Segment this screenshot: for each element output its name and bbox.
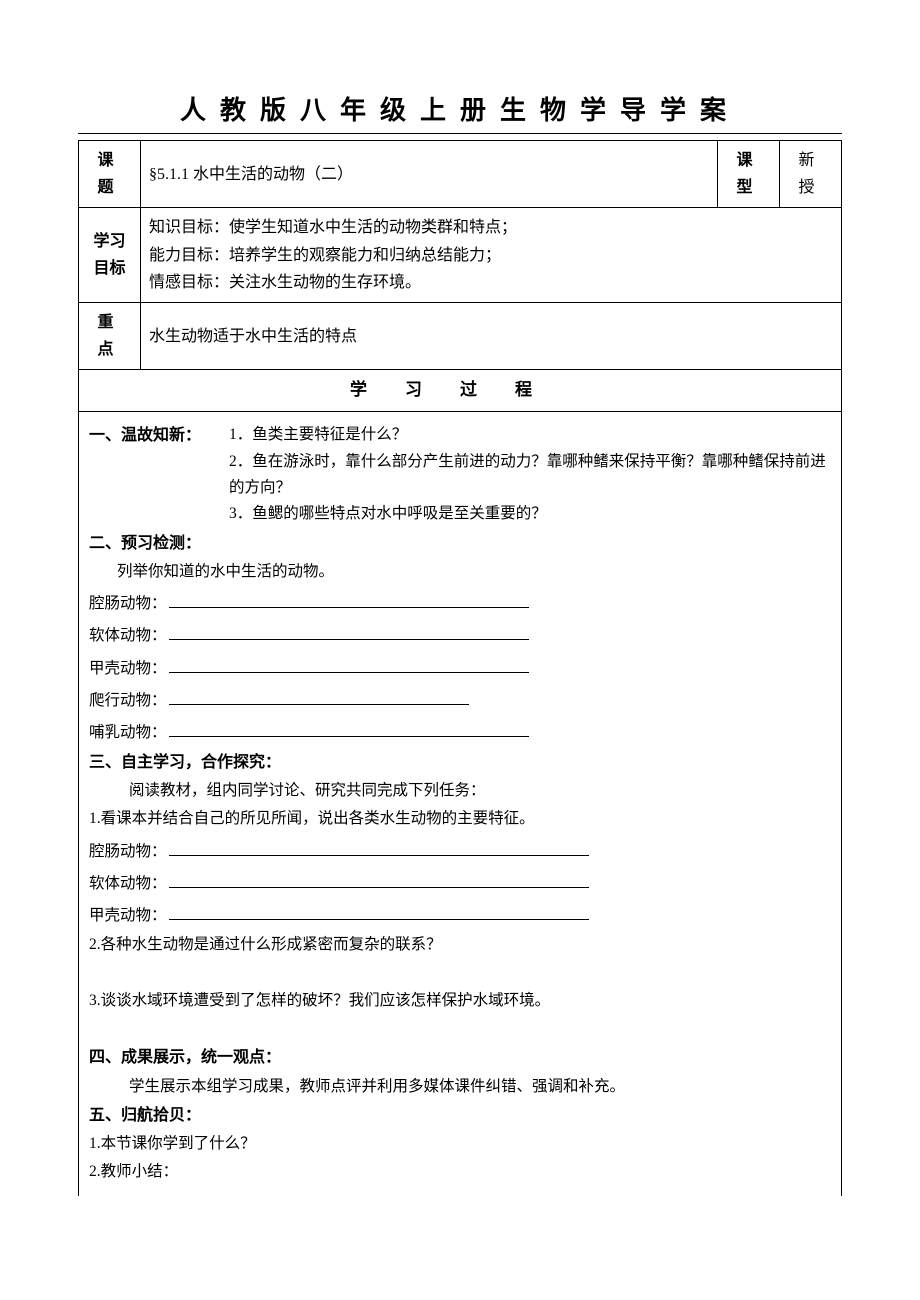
section4-text: 学生展示本组学习成果，教师点评并利用多媒体课件纠错、强调和补充。 [89, 1074, 831, 1100]
obj-ability: 能力目标：培养学生的观察能力和归纳总结能力； [149, 242, 833, 269]
section3-item2: 软体动物： [89, 875, 167, 892]
section2-item4: 爬行动物： [89, 692, 167, 709]
page-title: 人教版八年级上册生物学导学案 [78, 90, 842, 129]
objectives-value: 知识目标：使学生知道水中生活的动物类群和特点； 能力目标：培养学生的观察能力和归… [141, 208, 842, 303]
obj-emotion: 情感目标：关注水生动物的生存环境。 [149, 269, 833, 296]
section3-item1: 腔肠动物： [89, 843, 167, 860]
fill-blank [169, 657, 529, 673]
section2-intro: 列举你知道的水中生活的动物。 [89, 559, 831, 585]
section2-item3: 甲壳动物： [89, 660, 167, 677]
topic-value: §5.1.1 水中生活的动物（二） [141, 141, 718, 208]
row-process-title: 学习过程 [79, 370, 842, 412]
section2-item1: 腔肠动物： [89, 595, 167, 612]
keypoint-value: 水生动物适于水中生活的特点 [141, 302, 842, 369]
type-value: 新授 [780, 141, 842, 208]
section3-title: 三、自主学习，合作探究： [89, 749, 831, 776]
section1-q2: 2．鱼在游泳时，靠什么部分产生前进的动力？靠哪种鳍来保持平衡？靠哪种鳍保持前进的… [229, 449, 831, 502]
section5-q1: 1.本节课你学到了什么？ [89, 1131, 831, 1157]
section4-title: 四、成果展示，统一观点： [89, 1044, 831, 1071]
process-title: 学习过程 [79, 370, 842, 412]
section2-item2: 软体动物： [89, 627, 167, 644]
objectives-label: 学习目标 [79, 208, 141, 303]
fill-blank [169, 722, 529, 738]
section1-q3: 3．鱼鳃的哪些特点对水中呼吸是至关重要的？ [229, 501, 831, 527]
section2-title: 二、预习检测： [89, 530, 831, 557]
obj-knowledge: 知识目标：使学生知道水中生活的动物类群和特点； [149, 214, 833, 241]
fill-blank [169, 905, 589, 921]
section3-q2: 2.各种水生动物是通过什么形成紧密而复杂的联系？ [89, 932, 831, 958]
keypoint-label: 重点 [79, 302, 141, 369]
section5-q2: 2.教师小结： [89, 1159, 831, 1185]
section3-item3: 甲壳动物： [89, 907, 167, 924]
row-content: 一、温故知新： 1．鱼类主要特征是什么？ 2．鱼在游泳时，靠什么部分产生前进的动… [79, 412, 842, 1196]
fill-blank [169, 690, 469, 706]
type-label: 课型 [718, 141, 780, 208]
row-topic: 课题 §5.1.1 水中生活的动物（二） 课型 新授 [79, 141, 842, 208]
lesson-table: 课题 §5.1.1 水中生活的动物（二） 课型 新授 学习目标 知识目标：使学生… [78, 140, 842, 1196]
section5-title: 五、归航拾贝： [89, 1102, 831, 1129]
topic-label: 课题 [79, 141, 141, 208]
section2-item5: 哺乳动物： [89, 724, 167, 741]
fill-blank [169, 873, 589, 889]
section1-title: 一、温故知新： [89, 422, 201, 449]
fill-blank [169, 593, 529, 609]
fill-blank [169, 625, 529, 641]
section1-q1: 1．鱼类主要特征是什么？ [229, 422, 831, 448]
row-objectives: 学习目标 知识目标：使学生知道水中生活的动物类群和特点； 能力目标：培养学生的观… [79, 208, 842, 303]
content-cell: 一、温故知新： 1．鱼类主要特征是什么？ 2．鱼在游泳时，靠什么部分产生前进的动… [79, 412, 842, 1196]
row-keypoint: 重点 水生动物适于水中生活的特点 [79, 302, 842, 369]
section3-q1: 1.看课本并结合自己的所见所闻，说出各类水生动物的主要特征。 [89, 806, 831, 832]
fill-blank [169, 840, 589, 856]
section3-q3: 3.谈谈水域环境遭受到了怎样的破坏？我们应该怎样保护水域环境。 [89, 988, 831, 1014]
section3-intro: 阅读教材，组内同学讨论、研究共同完成下列任务： [89, 778, 831, 804]
